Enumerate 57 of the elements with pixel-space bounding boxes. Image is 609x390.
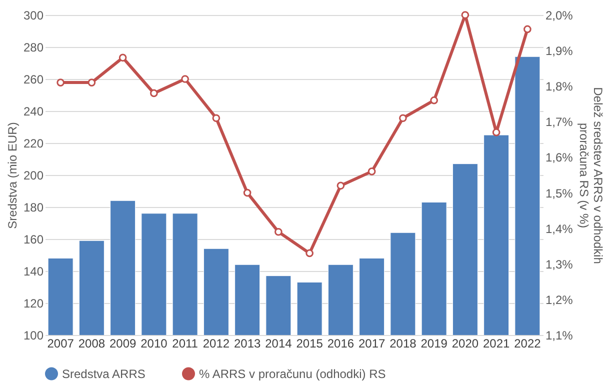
- y2-tick-label: 1,7%: [546, 115, 574, 130]
- point: [243, 188, 252, 197]
- point: [492, 128, 500, 136]
- legend-label: % ARRS v proračunu (odhodki) RS: [199, 366, 386, 381]
- x-tick-label: 2009: [109, 336, 136, 350]
- y2-tick-label: 1,4%: [546, 222, 574, 236]
- x-tick-label: 2017: [358, 336, 386, 350]
- x-tick-label: 2019: [420, 336, 448, 350]
- x-tick-label: 2016: [327, 336, 354, 350]
- y2-tick-label: 1,1%: [546, 328, 574, 342]
- y-tick-label: 300: [23, 8, 44, 22]
- point: [118, 54, 127, 62]
- point: [88, 78, 96, 86]
- x-tick-label: 2013: [234, 336, 261, 350]
- x-tick-label: 2021: [482, 336, 510, 350]
- y2-tick-label: 1,3%: [546, 257, 574, 272]
- y-tick-label: 180: [23, 200, 44, 214]
- y2-tick-label: 2,0%: [546, 8, 574, 22]
- x-tick-label: 2014: [265, 336, 292, 350]
- point: [181, 75, 189, 83]
- x-tick-label: 2022: [514, 336, 542, 350]
- x-tick-label: 2010: [140, 336, 168, 350]
- point: [150, 89, 158, 98]
- y-tick-label: 140: [23, 264, 44, 278]
- y-tick-label: 280: [23, 40, 44, 54]
- point: [461, 11, 470, 19]
- y-tick-label: 220: [23, 136, 44, 150]
- point: [430, 96, 438, 104]
- point: [399, 114, 407, 122]
- point: [274, 228, 282, 236]
- x-tick-label: 2011: [172, 336, 198, 350]
- y-tick-label: 200: [23, 168, 44, 182]
- x-tick-label: 2008: [78, 336, 106, 350]
- x-tick-label: 2018: [390, 336, 417, 350]
- y2-tick-label: 1,5%: [546, 186, 574, 200]
- y-axis-title: Sredstva (mio EUR): [5, 122, 20, 229]
- y2-axis-title: Delež sredstev ARRS v odhodkih proračuna RS (v %): [576, 87, 605, 264]
- legend-label: Sredstva ARRS: [62, 366, 146, 381]
- point: [336, 182, 345, 190]
- point: [212, 114, 220, 122]
- y2-tick-label: 1,8%: [546, 80, 574, 94]
- y2-tick-label: 1,2%: [546, 292, 574, 307]
- point: [368, 168, 376, 176]
- x-tick-label: 2012: [202, 336, 230, 350]
- y-tick-label: 160: [23, 232, 44, 246]
- y-tick-label: 240: [23, 104, 44, 118]
- point: [306, 249, 314, 258]
- y-tick-label: 120: [23, 296, 44, 310]
- point: [524, 25, 532, 34]
- x-tick-label: 2015: [296, 336, 324, 350]
- y-tick-label: 100: [23, 328, 44, 342]
- y-tick-label: 260: [23, 72, 44, 86]
- x-tick-label: 2007: [47, 336, 74, 350]
- y2-tick-label: 1,6%: [546, 150, 574, 165]
- y2-tick-label: 1,9%: [546, 44, 574, 58]
- point: [56, 78, 64, 86]
- x-tick-label: 2020: [452, 336, 479, 350]
